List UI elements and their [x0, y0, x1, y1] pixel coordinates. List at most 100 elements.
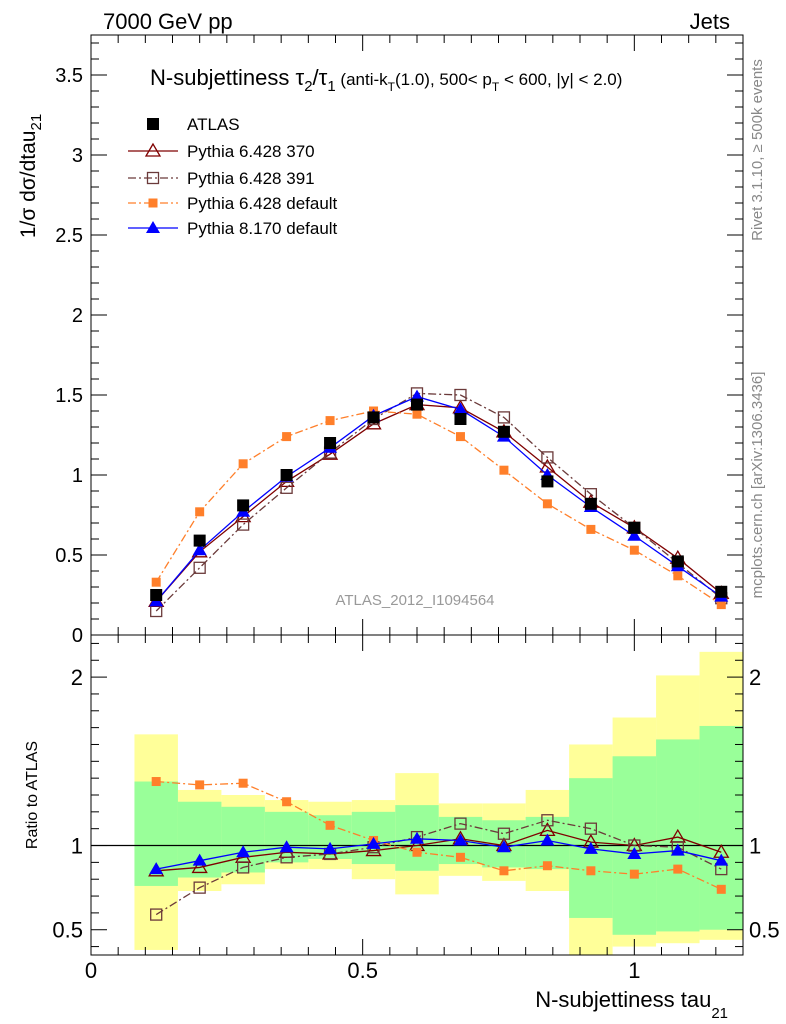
legend-atlas: ATLAS [147, 115, 240, 134]
main-pythia-8-170-default-series [149, 389, 729, 607]
ratio-pythia-8-170-default-line [156, 838, 722, 870]
legend-pythia-6-428-391: Pythia 6.428 391 [128, 169, 315, 188]
ratio-pythia-6-428-391-point [584, 822, 598, 835]
green-uncertainty-band [699, 725, 743, 930]
main-pythia-6-428-default-point [325, 416, 335, 426]
main-pythia-8-170-default-point [453, 402, 468, 415]
main-pythia-6-428-default-point [673, 571, 683, 581]
ratio-panel-marks [148, 777, 730, 921]
main-atlas-point [150, 589, 163, 601]
main-atlas-point [628, 521, 641, 534]
main-atlas-point [411, 398, 423, 411]
ratio-pythia-6-428-default-point [238, 778, 248, 788]
chart-title: N-subjettiness τ2/τ1 (anti-kT(1.0), 500<… [150, 65, 622, 95]
ratio-y-tick-label-right: 0.5 [749, 918, 780, 943]
ratio-x-ticks: 0 0.5 1 [85, 635, 744, 983]
main-y-tick-label: 3 [72, 145, 83, 167]
legend-atlas-label: ATLAS [187, 115, 240, 134]
ratio-y-tick-label-right: 2 [749, 665, 761, 690]
ratio-pythia-6-428-default-point [455, 852, 465, 862]
x-tick-label: 0.5 [347, 958, 378, 983]
main-y-tick-label: 2.5 [55, 225, 83, 247]
ratio-pythia-6-428-391-point [497, 827, 511, 840]
main-x-ticks [90, 35, 744, 635]
main-pythia-6-428-default-point [542, 499, 552, 509]
main-pythia-6-428-391-series [150, 387, 728, 618]
legend-pythia-6-428-391-marker [146, 171, 160, 185]
legend-pythia-8-170-default: Pythia 8.170 default [128, 219, 338, 238]
legend-pythia-6-428-370: Pythia 6.428 370 [128, 142, 315, 161]
main-pythia-6-428-default-point [151, 577, 161, 587]
ratio-pythia-6-428-default-point [586, 866, 596, 876]
main-pythia-8-170-default-line [155, 395, 722, 602]
legend: ATLAS Pythia 6.428 370 Pythia 6.428 391 Pyt… [128, 115, 338, 238]
ratio-y-tick-label-right: 1 [749, 834, 761, 859]
ratio-pythia-8-170-default-point [627, 846, 642, 859]
ratio-pythia-6-428-default-point [716, 884, 726, 894]
main-pythia-6-428-default-line [155, 410, 722, 606]
legend-pythia-6-428-370-label: Pythia 6.428 370 [187, 142, 315, 161]
main-pythia-6-428-391-point [193, 561, 206, 574]
main-pythia-6-428-default-point [629, 545, 639, 555]
ratio-pythia-6-428-default-point [412, 847, 422, 857]
ratio-y-tick-label: 2 [71, 665, 83, 690]
x-tick-label: 1 [628, 958, 640, 983]
ratio-pythia-6-428-default-point [151, 777, 161, 787]
ratio-uncertainty-bands [91, 651, 743, 955]
main-pythia-6-428-default-point [412, 409, 422, 419]
main-y-tick-label: 2 [72, 305, 83, 327]
main-y-tick-label: 3.5 [55, 65, 83, 87]
main-atlas-point [367, 411, 380, 424]
main-pythia-6-428-default-point [586, 524, 596, 534]
ratio-pythia-6-428-default-point [282, 797, 292, 807]
legend-pythia-8-170-default-marker [146, 221, 160, 233]
main-pythia-6-428-default-point [238, 459, 248, 469]
ratio-pythia-6-428-default-point [542, 861, 552, 871]
ratio-pythia-6-428-370-point [365, 842, 382, 857]
ratio-pythia-6-428-391-point [193, 881, 206, 894]
main-atlas-point [584, 497, 597, 510]
rivet-version-label: Rivet 3.1.10, ≥ 500k events [749, 59, 766, 241]
legend-pythia-8-170-default-label: Pythia 8.170 default [187, 219, 338, 238]
main-pythia-6-428-default-point [716, 600, 726, 610]
main-y-tick-label: 0 [72, 625, 83, 647]
main-y-tick-label: 0.5 [55, 545, 83, 567]
ratio-pythia-8-170-default-point [410, 831, 424, 844]
main-atlas-point [715, 585, 728, 598]
green-uncertainty-band [264, 811, 309, 863]
ratio-y-tick-label: 0.5 [52, 918, 83, 943]
legend-pythia-6-428-default-label: Pythia 6.428 default [187, 194, 338, 213]
ratio-y-tick-label: 1 [71, 834, 83, 859]
main-pythia-6-428-391-point [236, 518, 250, 531]
ratio-pythia-8-170-default-point [236, 845, 251, 858]
ratio-pythia-6-428-default-point [673, 864, 683, 874]
ratio-pythia-6-428-default-point [195, 780, 205, 790]
ratio-pythia-8-170-default-series [149, 831, 729, 875]
main-atlas-point [671, 555, 684, 568]
x-axis-label: N-subjettiness tau21 [535, 987, 728, 1022]
ratio-pythia-6-428-default-point [325, 820, 335, 830]
ratio-pythia-8-170-default-point [453, 833, 468, 846]
ratio-pythia-8-170-default-point [714, 853, 729, 866]
main-pythia-6-428-370-point [321, 445, 339, 460]
green-uncertainty-band [177, 801, 222, 878]
main-y-tick-label: 1 [72, 465, 83, 487]
main-atlas-point [541, 475, 554, 488]
x-tick-label: 0 [85, 958, 97, 983]
main-pythia-8-170-default-point [627, 528, 642, 541]
green-uncertainty-band [656, 739, 700, 932]
main-panel: 0 0.5 1 1.5 2 2.5 3 3.5 [55, 34, 744, 647]
main-pythia-6-428-391-point [541, 451, 554, 464]
ratio-panel: 0.5 0.51 12 2 0 0.5 1 [52, 634, 780, 983]
main-atlas-series [150, 398, 728, 601]
ratio-pythia-8-170-default-point [670, 843, 685, 856]
main-atlas-point [454, 413, 467, 425]
mcplots-citation-label: mcplots.cern.ch [arXiv:1306.3436] [749, 372, 766, 599]
ratio-pythia-8-170-default-point [583, 841, 598, 854]
ratio-pythia-6-428-391-point [150, 908, 163, 921]
ratio-y-axis-label: Ratio to ATLAS [24, 741, 41, 849]
main-atlas-point [280, 469, 293, 481]
main-atlas-point [193, 534, 206, 547]
main-panel-marks [148, 387, 730, 618]
header-jets-label: Jets [690, 9, 730, 34]
